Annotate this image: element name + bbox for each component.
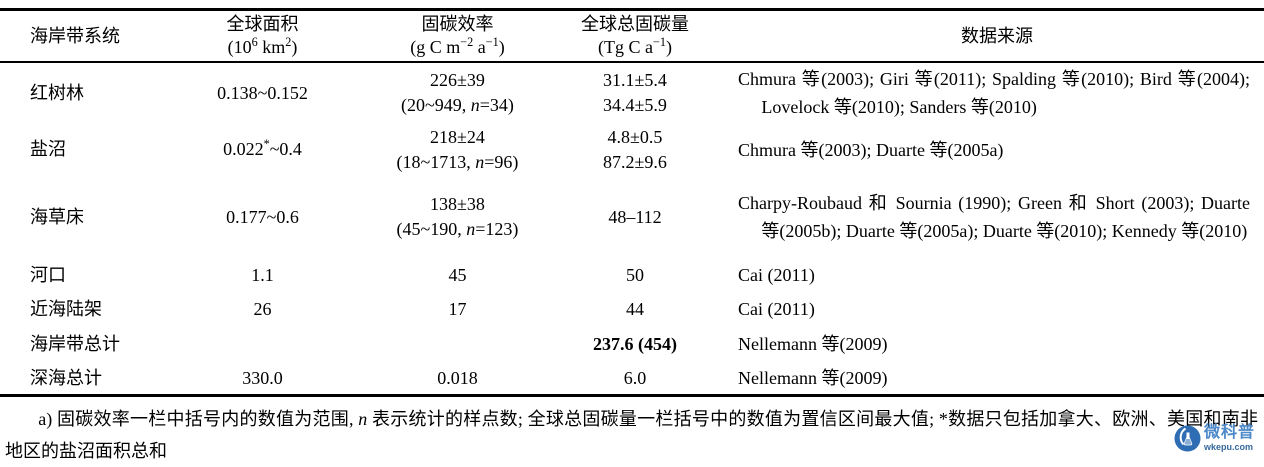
- table-row-nearshore-shelf: 近海陆架 26 17 44 Cai (2011): [0, 292, 1264, 326]
- cell-efficiency: 218±24 (18~1713, n=96): [396, 126, 519, 172]
- cell-source: Cai (2011): [738, 265, 815, 285]
- wkepu-logo-icon: [1174, 425, 1201, 452]
- cell-source: Chmura 等(2003); Giri 等(2011); Spalding 等…: [738, 69, 1250, 117]
- cell-system: 红树林: [30, 82, 84, 103]
- cell-efficiency: 226±39 (20~949, n=34): [401, 70, 514, 115]
- cell-efficiency: 0.018: [437, 367, 478, 388]
- col-header-total: 全球总固碳量 (Tg C a−1): [540, 9, 730, 63]
- cell-area: 1.1: [251, 264, 274, 285]
- cell-system: 近海陆架: [30, 298, 102, 319]
- cell-area: 26: [253, 298, 272, 319]
- cell-source: Cai (2011): [738, 299, 815, 319]
- cell-total: 6.0: [623, 367, 647, 388]
- cell-source: Chmura 等(2003); Duarte 等(2005a): [738, 139, 1004, 160]
- cell-source: Nellemann 等(2009): [738, 334, 888, 354]
- cell-total: 237.6 (454): [593, 333, 677, 354]
- table-row-mangrove: 红树林 0.138~0.152 226±39 (20~949, n=34) 31.…: [0, 62, 1264, 123]
- cell-system: 河口: [30, 264, 66, 285]
- table-row-estuary: 河口 1.1 45 50 Cai (2011): [0, 258, 1264, 292]
- cell-system: 盐沼: [30, 139, 66, 159]
- cell-efficiency: 17: [448, 298, 467, 319]
- cell-source: Nellemann 等(2009): [738, 368, 888, 388]
- cell-total: 31.1±5.4 34.4±5.9: [603, 70, 667, 115]
- cell-area: 330.0: [242, 367, 283, 388]
- cell-area: 0.177~0.6: [226, 206, 299, 227]
- col-header-system: 海岸带系统: [0, 9, 150, 63]
- cell-system: 海草床: [30, 206, 84, 227]
- wkepu-logo-text: 微科普: [1204, 424, 1256, 441]
- cell-source: Charpy-Roubaud 和 Sournia (1990); Green 和…: [738, 193, 1250, 241]
- coastal-carbon-table: 海岸带系统 全球面积 (106 km2) 固碳效率 (g C m−2 a−1) 全球…: [0, 8, 1264, 397]
- col-header-source: 数据来源: [730, 9, 1264, 63]
- cell-efficiency: 138±38 (45~190, n=123): [396, 194, 519, 239]
- cell-system: 深海总计: [30, 367, 102, 388]
- wkepu-logo-domain: wkepu.com: [1204, 442, 1254, 452]
- cell-total: 4.8±0.5 87.2±9.6: [603, 126, 667, 172]
- table-row-deepsea-total: 深海总计 330.0 0.018 6.0 Nellemann 等(2009): [0, 362, 1264, 396]
- table-row-saltmarsh: 盐沼 0.022*~0.4 218±24 (18~1713, n=96) 4.8±…: [0, 123, 1264, 176]
- table-row-coastal-total: 海岸带总计 237.6 (454) Nellemann 等(2009): [0, 326, 1264, 362]
- cell-efficiency: [375, 326, 540, 362]
- cell-total: 48–112: [608, 206, 662, 227]
- col-header-area: 全球面积 (106 km2): [150, 9, 375, 63]
- wkepu-logo: 微科普 wkepu.com: [1174, 425, 1255, 452]
- col-header-efficiency: 固碳效率 (g C m−2 a−1): [375, 9, 540, 63]
- cell-total: 44: [626, 298, 644, 319]
- cell-system: 海岸带总计: [30, 333, 120, 354]
- cell-area: [150, 326, 375, 362]
- cell-efficiency: 45: [448, 264, 467, 285]
- cell-total: 50: [626, 264, 644, 285]
- cell-area: 0.138~0.152: [217, 82, 308, 103]
- table-row-seagrass: 海草床 0.177~0.6 138±38 (45~190, n=123) 48–1…: [0, 176, 1264, 258]
- cell-area: 0.022*~0.4: [223, 137, 302, 159]
- header-row: 海岸带系统 全球面积 (106 km2) 固碳效率 (g C m−2 a−1) 全球…: [0, 9, 1264, 63]
- table-footnote: a) 固碳效率一栏中括号内的数值为范围, n 表示统计的样点数; 全球总固碳量一…: [5, 409, 1259, 461]
